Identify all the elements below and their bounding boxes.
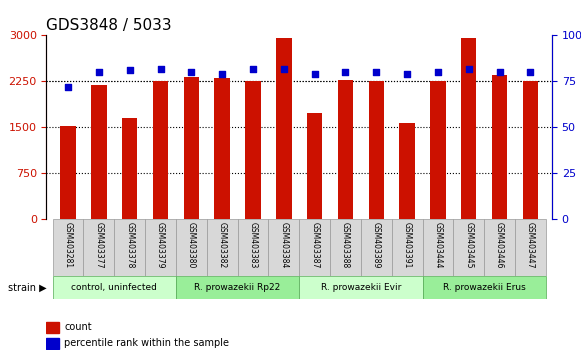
Text: GSM403447: GSM403447 xyxy=(526,222,535,269)
Bar xyxy=(153,81,168,219)
Text: GSM403384: GSM403384 xyxy=(279,222,288,269)
FancyBboxPatch shape xyxy=(53,219,84,276)
Point xyxy=(63,84,73,90)
Bar xyxy=(214,78,230,219)
Point xyxy=(526,69,535,75)
FancyBboxPatch shape xyxy=(84,219,114,276)
Text: control, uninfected: control, uninfected xyxy=(71,283,157,292)
Point xyxy=(248,66,257,72)
Text: GSM403281: GSM403281 xyxy=(63,222,73,268)
FancyBboxPatch shape xyxy=(238,219,268,276)
Point xyxy=(279,66,288,72)
Bar xyxy=(523,81,538,219)
Bar xyxy=(184,77,199,219)
FancyBboxPatch shape xyxy=(392,219,422,276)
Text: GDS3848 / 5033: GDS3848 / 5033 xyxy=(46,18,172,33)
Bar xyxy=(461,38,476,219)
FancyBboxPatch shape xyxy=(453,219,484,276)
FancyBboxPatch shape xyxy=(176,219,207,276)
Text: GSM403378: GSM403378 xyxy=(125,222,134,269)
Bar xyxy=(399,123,415,219)
Text: GSM403377: GSM403377 xyxy=(94,222,103,269)
Point xyxy=(372,69,381,75)
Text: GSM403445: GSM403445 xyxy=(464,222,474,269)
Bar xyxy=(60,126,76,219)
Text: R. prowazekii Rp22: R. prowazekii Rp22 xyxy=(195,283,281,292)
FancyBboxPatch shape xyxy=(361,219,392,276)
Text: GSM403380: GSM403380 xyxy=(187,222,196,269)
Text: GSM403379: GSM403379 xyxy=(156,222,165,269)
FancyBboxPatch shape xyxy=(207,219,238,276)
Bar xyxy=(91,85,106,219)
Point xyxy=(94,69,103,75)
Bar xyxy=(122,118,137,219)
Text: GSM403383: GSM403383 xyxy=(249,222,257,269)
Text: GSM403387: GSM403387 xyxy=(310,222,319,269)
Bar xyxy=(307,113,322,219)
Text: GSM403389: GSM403389 xyxy=(372,222,381,269)
Bar xyxy=(492,75,507,219)
Text: strain ▶: strain ▶ xyxy=(8,282,47,293)
FancyBboxPatch shape xyxy=(53,276,176,299)
Point xyxy=(217,71,227,77)
Point xyxy=(187,69,196,75)
FancyBboxPatch shape xyxy=(330,219,361,276)
Text: GSM403446: GSM403446 xyxy=(495,222,504,269)
Text: R. prowazekii Evir: R. prowazekii Evir xyxy=(321,283,401,292)
Bar xyxy=(338,80,353,219)
Bar xyxy=(46,338,59,349)
Bar xyxy=(245,81,261,219)
Point xyxy=(495,69,504,75)
Bar xyxy=(46,322,59,333)
Text: R. prowazekii Erus: R. prowazekii Erus xyxy=(443,283,526,292)
FancyBboxPatch shape xyxy=(422,219,453,276)
FancyBboxPatch shape xyxy=(299,276,422,299)
Text: GSM403382: GSM403382 xyxy=(218,222,227,269)
Point xyxy=(341,69,350,75)
Point xyxy=(156,66,165,72)
FancyBboxPatch shape xyxy=(484,219,515,276)
Point xyxy=(310,71,320,77)
Point xyxy=(433,69,443,75)
FancyBboxPatch shape xyxy=(268,219,299,276)
Text: GSM403444: GSM403444 xyxy=(433,222,442,269)
FancyBboxPatch shape xyxy=(515,219,546,276)
Bar xyxy=(276,38,292,219)
Text: GSM403391: GSM403391 xyxy=(403,222,411,269)
FancyBboxPatch shape xyxy=(176,276,299,299)
Text: GSM403388: GSM403388 xyxy=(341,222,350,269)
Text: percentile rank within the sample: percentile rank within the sample xyxy=(64,338,229,348)
FancyBboxPatch shape xyxy=(145,219,176,276)
Bar xyxy=(368,81,384,219)
Point xyxy=(125,68,134,73)
Point xyxy=(464,66,474,72)
FancyBboxPatch shape xyxy=(114,219,145,276)
FancyBboxPatch shape xyxy=(299,219,330,276)
FancyBboxPatch shape xyxy=(422,276,546,299)
Bar xyxy=(430,81,446,219)
Text: count: count xyxy=(64,322,92,332)
Point xyxy=(403,71,412,77)
